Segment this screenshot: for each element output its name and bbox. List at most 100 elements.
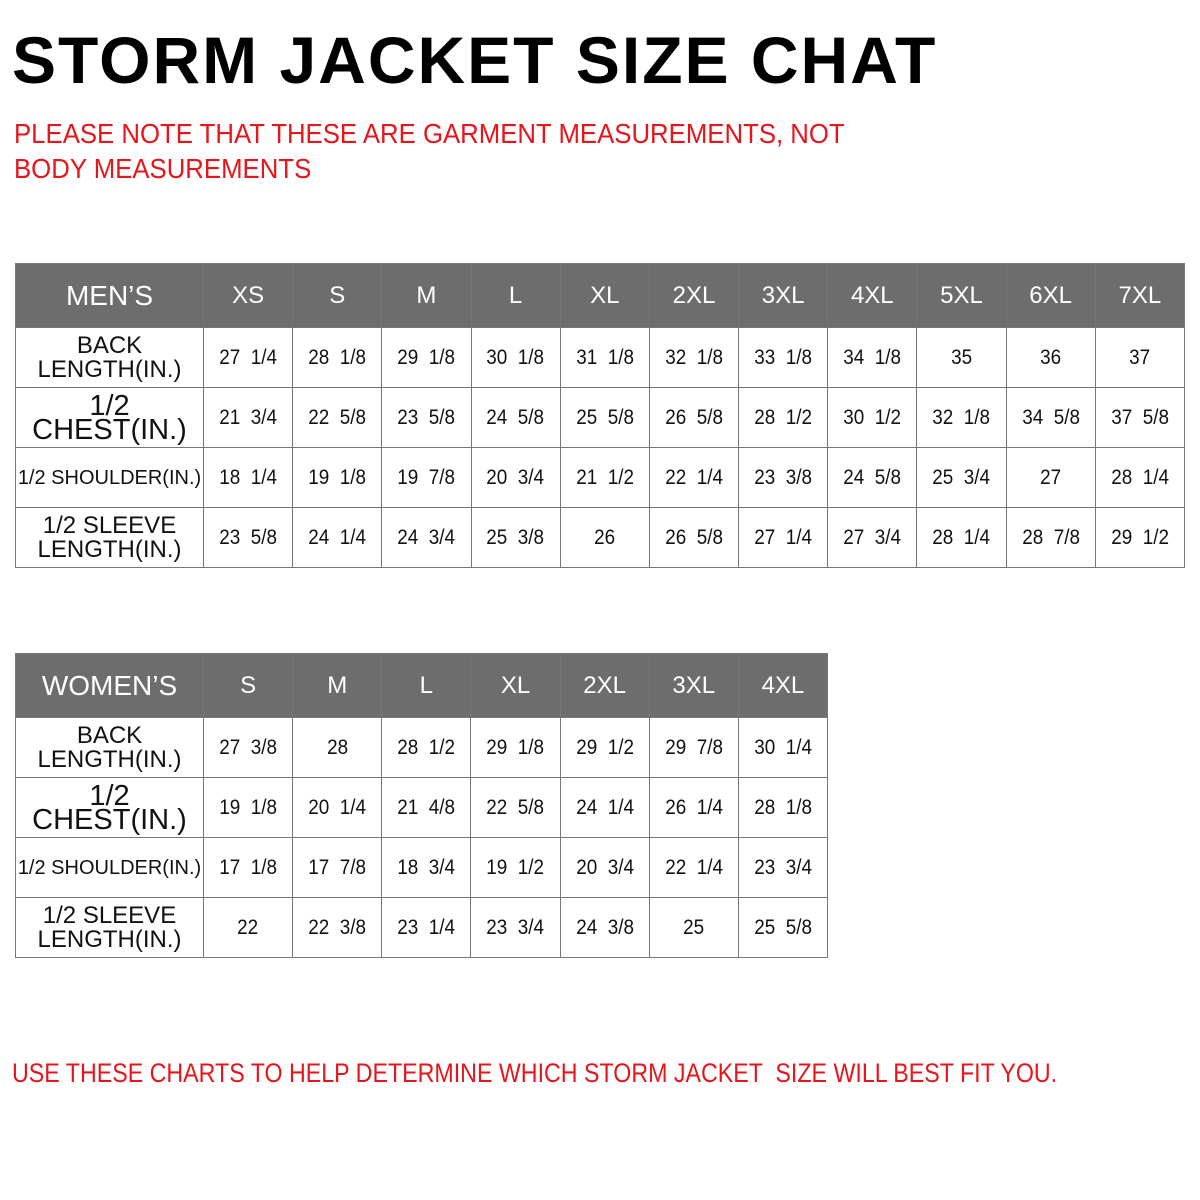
mens-size-table: MEN’S XS S M L XL 2XL 3XL 4XL 5XL 6XL 7XL BACK LENGT…: [15, 263, 1186, 568]
measurement-cell: 19 7/8: [381, 447, 472, 508]
measurement-value: 22 5/8: [486, 795, 545, 819]
measurement-value: 27 3/4: [843, 525, 902, 549]
measurement-value: 18 1/4: [219, 465, 277, 489]
measurement-label: 1/2 SLEEVE LENGTH(IN.): [15, 897, 204, 958]
measurement-value: 28 1/4: [932, 525, 991, 549]
size-header-6xl: 6XL: [1005, 263, 1096, 328]
size-header-2xl: 2XL: [559, 653, 650, 718]
measurement-cell: 35: [916, 327, 1007, 388]
measurement-cell: 25: [648, 897, 739, 958]
measurement-cell: 23 5/8: [381, 387, 472, 448]
measurement-value: 22 3/8: [308, 915, 367, 939]
measurement-value: 24 1/4: [308, 525, 367, 549]
size-header-s: S: [292, 263, 383, 328]
measurement-cell: 25 5/8: [737, 897, 829, 958]
size-header-m: M: [381, 263, 472, 328]
size-header-l: L: [470, 263, 561, 328]
measurement-cell: 22 5/8: [292, 387, 383, 448]
measurement-value: 37 5/8: [1110, 405, 1169, 429]
measurement-cell: 22 5/8: [470, 777, 561, 838]
table-row: 1/2 SLEEVE LENGTH(IN.) 22 22 3/8 23 1/4 23 3…: [15, 897, 829, 958]
size-header-4xl: 4XL: [827, 263, 918, 328]
size-header-4xl: 4XL: [737, 653, 829, 718]
measurement-value: 19 1/2: [486, 855, 545, 879]
measurement-cell: 24 1/4: [292, 507, 383, 568]
measurement-cell: 36: [1005, 327, 1096, 388]
measurement-label: 1/2 SHOULDER(IN.): [15, 447, 204, 508]
size-header-xs: XS: [202, 263, 294, 328]
measurement-value: 25 5/8: [575, 405, 634, 429]
measurement-value: 27 1/4: [754, 525, 813, 549]
measurement-cell: 37 5/8: [1094, 387, 1186, 448]
measurement-value: 24 5/8: [486, 405, 545, 429]
measurement-cell: 29 7/8: [648, 717, 739, 778]
header-row: WOMEN’S S M L XL 2XL 3XL 4XL: [15, 653, 829, 718]
table-row: BACK LENGTH(IN.) 27 1/4 28 1/8 29 1/8 30 1/8…: [15, 327, 1186, 388]
measurement-cell: 20 1/4: [292, 777, 383, 838]
measurement-cell: 26 5/8: [648, 507, 740, 568]
table-label: MEN’S: [15, 263, 204, 328]
measurement-value: 26 1/4: [664, 795, 723, 819]
measurement-value: 23 5/8: [219, 525, 277, 549]
table-row: 1/2 SLEEVE LENGTH(IN.) 23 5/8 24 1/4 24 3/4…: [15, 507, 1186, 568]
measurement-value: 28 1/8: [308, 345, 367, 369]
measurement-cell: 19 1/2: [470, 837, 561, 898]
measurement-value: 23 3/4: [486, 915, 545, 939]
measurement-label: 1/2 CHEST(IN.): [15, 777, 204, 838]
measurement-cell: 23 3/4: [470, 897, 561, 958]
measurement-cell: 25 3/4: [916, 447, 1007, 508]
measurement-cell: 34 5/8: [1005, 387, 1096, 448]
measurement-value: 34 1/8: [843, 345, 902, 369]
measurement-value: 24 1/4: [575, 795, 634, 819]
measurement-cell: 23 1/4: [381, 897, 472, 958]
measurement-cell: 31 1/8: [559, 327, 650, 388]
measurement-value: 28 1/4: [1110, 465, 1169, 489]
measurement-value: 28: [326, 735, 348, 759]
measurement-cell: 18 1/4: [202, 447, 294, 508]
measurement-cell: 33 1/8: [738, 327, 829, 388]
measurement-value: 22 1/4: [664, 855, 723, 879]
measurement-cell: 28: [292, 717, 383, 778]
measurement-cell: 26 5/8: [648, 387, 740, 448]
measurement-value: 20 1/4: [308, 795, 367, 819]
measurement-cell: 17 1/8: [202, 837, 294, 898]
measurement-cell: 30 1/4: [737, 717, 829, 778]
measurement-value: 20 3/4: [575, 855, 634, 879]
measurement-value: 23 3/4: [754, 855, 812, 879]
size-header-5xl: 5XL: [916, 263, 1007, 328]
measurement-value: 24 3/8: [575, 915, 634, 939]
size-header-3xl: 3XL: [738, 263, 829, 328]
footer-prefix: USE THESE CHARTS TO HELP DETERMINE WHICH: [12, 1058, 585, 1088]
measurement-cell: 20 3/4: [559, 837, 650, 898]
measurement-value: 26: [594, 525, 616, 549]
measurement-cell: 24 5/8: [470, 387, 561, 448]
size-header-xl: XL: [559, 263, 650, 328]
measurement-value: 30 1/4: [754, 735, 812, 759]
measurement-cell: 28 1/2: [738, 387, 829, 448]
measurement-value: 27 3/8: [219, 735, 277, 759]
measurement-cell: 34 1/8: [827, 327, 918, 388]
measurement-cell: 24 1/4: [559, 777, 650, 838]
measurement-cell: 29 1/2: [1094, 507, 1186, 568]
measurement-value: 20 3/4: [486, 465, 545, 489]
measurement-value: 23 1/4: [397, 915, 456, 939]
header-row: MEN’S XS S M L XL 2XL 3XL 4XL 5XL 6XL 7XL: [15, 263, 1186, 328]
measurement-value: 21 3/4: [219, 405, 277, 429]
measurement-cell: 17 7/8: [292, 837, 383, 898]
measurement-cell: 28 1/8: [737, 777, 829, 838]
size-header-l: L: [381, 653, 472, 718]
measurement-cell: 23 5/8: [202, 507, 294, 568]
measurement-cell: 22 1/4: [648, 837, 739, 898]
measurement-cell: 30 1/2: [827, 387, 918, 448]
measurement-cell: 24 3/8: [559, 897, 650, 958]
measurement-value: 28 7/8: [1021, 525, 1080, 549]
measurement-value: 25 3/8: [486, 525, 545, 549]
measurement-cell: 28 1/4: [916, 507, 1007, 568]
measurement-value: 35: [950, 345, 972, 369]
measurement-cell: 26: [559, 507, 650, 568]
measurement-cell: 19 1/8: [202, 777, 294, 838]
measurement-cell: 20 3/4: [470, 447, 561, 508]
measurement-cell: 24 5/8: [827, 447, 918, 508]
measurement-value: 24 3/4: [397, 525, 456, 549]
measurement-cell: 25 5/8: [559, 387, 650, 448]
